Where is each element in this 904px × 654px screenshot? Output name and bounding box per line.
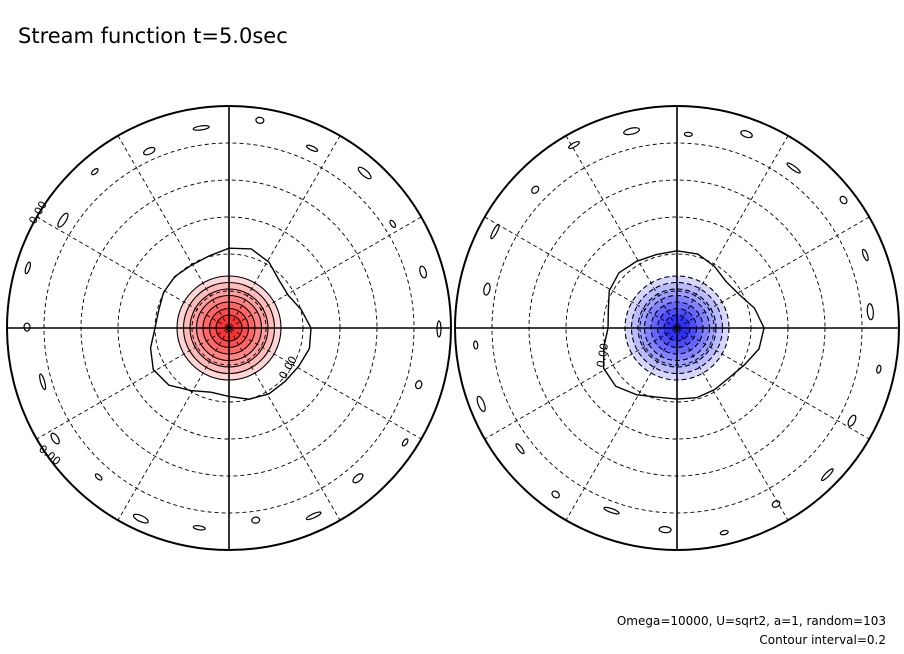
left-zero-contour [149,247,312,400]
left-contour-ring [195,294,263,362]
right-contour-ring [643,294,711,362]
right-rim-contour [551,490,560,499]
right-rim-contour [623,127,640,136]
contour-interval-note: Contour interval=0.2 [759,633,886,647]
figure-title: Stream function t=5.0sec [18,24,288,48]
left-rim-contour [132,513,149,524]
left-rim-contour [305,511,322,521]
right-meridian-line [484,216,870,440]
right-rim-contour [683,131,693,137]
left-rim-contour [90,168,99,176]
right-rim-contour [658,526,672,534]
right-contour-ring [624,275,730,381]
right-boundary-circle [454,105,900,551]
right-rim-contour [515,443,525,455]
left-contour-ring [215,314,243,342]
right-meridian-line [565,135,789,521]
right-contours [473,127,882,536]
left-rim-contour [255,116,265,124]
parameters-note: Omega=10000, U=sqrt2, a=1, random=103 [616,614,886,628]
left-contour-ring [176,275,282,381]
left-rim-contour [352,473,364,484]
left-rim-contour [24,261,31,275]
left-contour-label: 0.00 [36,442,63,468]
left-rim-contour [23,322,31,332]
right-zero-contour [602,250,765,400]
left-polar-grid [7,106,451,550]
right-rim-contour [861,248,869,262]
right-rim-contour [483,282,491,296]
left-rim-contour [305,144,319,152]
left-rim-contour [94,473,103,481]
right-rim-contour [473,340,479,350]
right-rim-contour [821,468,834,482]
right-contour-ring [637,288,717,368]
left-rim-contour [419,265,428,279]
left-meridian-line [117,135,341,521]
left-rim-contour [436,320,442,338]
left-contour-ring [208,307,250,349]
left-rim-contour [57,212,69,228]
left-rim-contour [143,146,156,156]
left-contour-ring [182,281,276,375]
left-rim-contour [50,432,60,445]
right-polar-grid [455,106,899,550]
left-rim-contour [415,380,423,390]
left-rim-contour [39,373,47,391]
right-rim-contour [603,506,620,515]
right-rim-contour [490,223,500,240]
right-rim-contour [719,529,729,536]
right-contour-ring [650,301,704,355]
right-rim-contour [568,140,580,149]
left-contour-ring [202,301,256,355]
left-rim-contour [192,125,210,131]
right-meridian-line [565,135,789,521]
right-rim-contour [531,185,540,194]
right-rim-contour [839,195,848,205]
right-rim-contour [740,130,753,139]
left-rim-contour [401,438,409,447]
left-hemisphere-plot: 0.00 0.00 0.00 [6,105,452,551]
right-rim-contour [866,303,874,321]
right-rim-contour [876,364,882,374]
right-rim-contour [786,162,801,174]
left-rim-contour [357,166,372,180]
right-contour-label: 0.00 [594,342,611,368]
left-rim-contour [389,219,397,229]
right-rim-contour [476,395,486,413]
right-contour-ring [656,307,698,349]
left-boundary-circle [6,105,452,551]
left-meridian-line [117,135,341,521]
right-rim-contour [847,414,857,427]
right-meridian-line [484,216,870,440]
left-rim-contour [251,516,261,524]
right-hemisphere-plot: 0.00 [454,105,900,551]
left-contours [23,116,442,531]
left-meridian-line [36,216,422,440]
left-contour-ring [189,288,269,368]
right-contour-ring [663,314,691,342]
right-contour-ring [630,281,724,375]
right-rim-contour [771,500,781,508]
left-rim-contour [192,525,206,531]
